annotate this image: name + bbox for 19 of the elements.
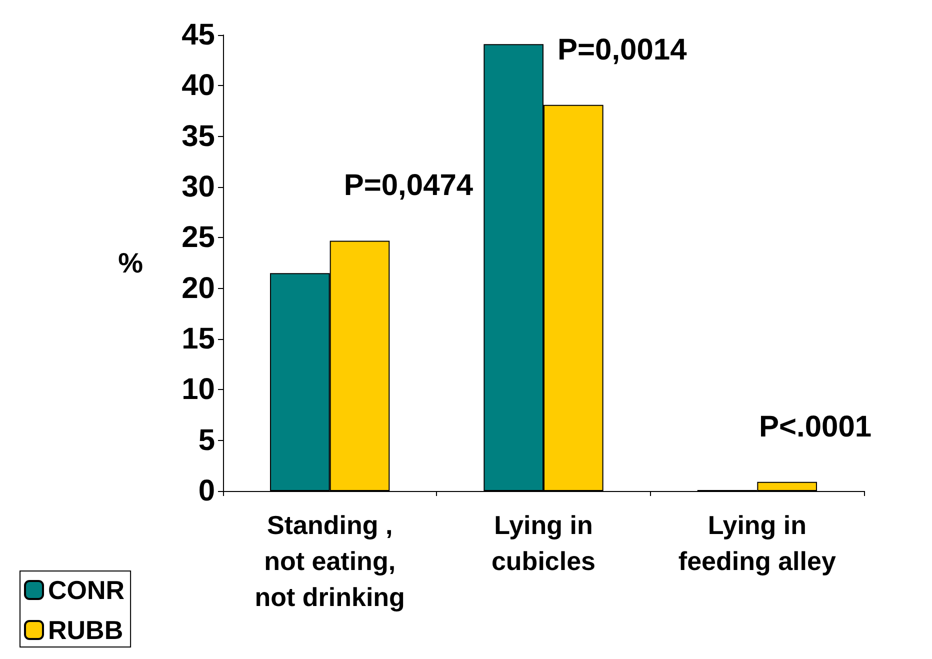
x-tick-label: Lying in cubicles <box>491 510 596 576</box>
y-tick-label: 45 <box>182 18 215 52</box>
y-axis-title: % <box>118 248 144 278</box>
legend-label: RUBB <box>48 615 124 645</box>
y-tick-label: 40 <box>182 69 215 102</box>
y-tick-label: 0 <box>198 474 215 508</box>
y-tick-label: 25 <box>182 221 215 254</box>
x-tick-label: Lying in feeding alley <box>678 510 836 576</box>
annotation: P=0,0014 <box>558 33 688 66</box>
annotation: P=0,0474 <box>344 169 474 202</box>
annotation: P<.0001 <box>759 410 872 444</box>
y-tick-label: 15 <box>182 322 215 356</box>
x-tick-label: Standing , not eating, not drinking <box>254 510 405 612</box>
y-tick-label: 30 <box>182 170 215 204</box>
legend-label: CONR <box>48 575 125 605</box>
y-tick-label: 20 <box>182 272 215 305</box>
y-tick-label: 5 <box>198 424 215 457</box>
y-tick-label: 35 <box>182 120 215 153</box>
y-tick-label: 10 <box>182 373 215 406</box>
